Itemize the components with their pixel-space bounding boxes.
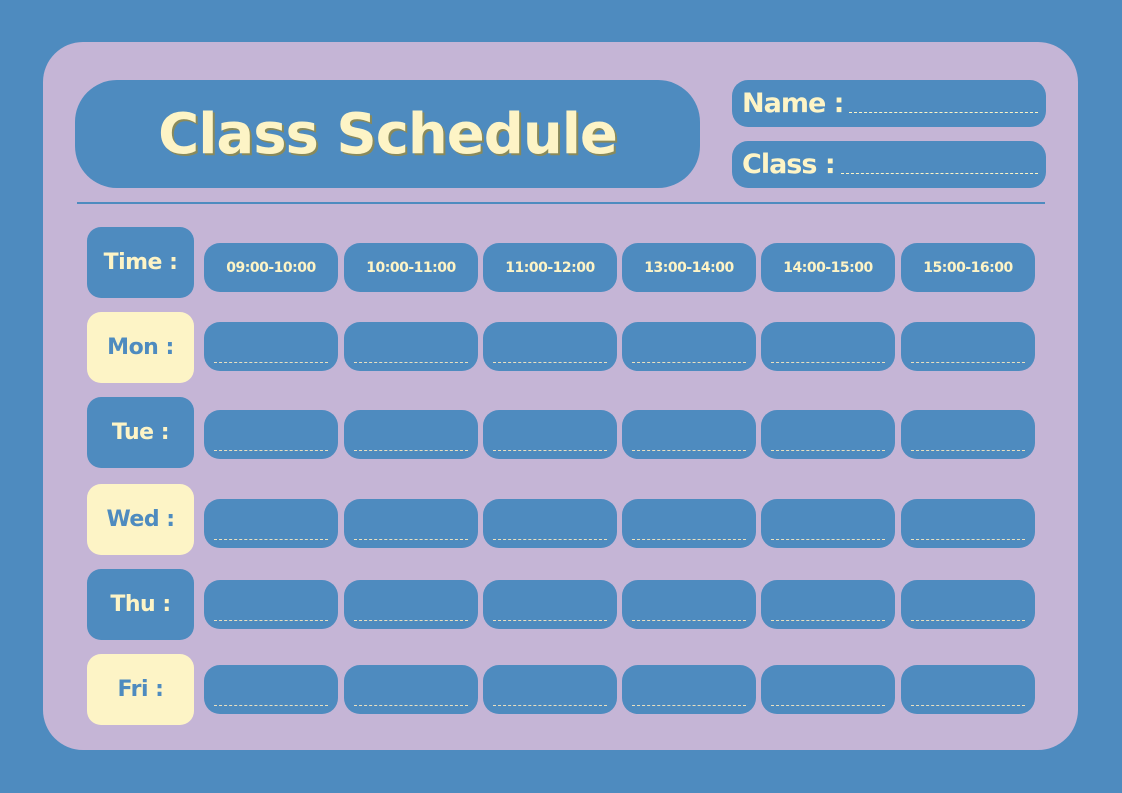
schedule-cell[interactable] bbox=[204, 665, 338, 714]
name-label: Name : bbox=[742, 88, 844, 119]
day-label: Mon : bbox=[87, 312, 194, 383]
schedule-cell[interactable] bbox=[483, 322, 617, 371]
cell-blank-line bbox=[214, 705, 328, 706]
day-label: Fri : bbox=[87, 654, 194, 725]
cell-blank-line bbox=[911, 362, 1025, 363]
cell-blank-line bbox=[214, 539, 328, 540]
divider bbox=[77, 202, 1045, 204]
cell-blank-line bbox=[771, 539, 885, 540]
schedule-cell[interactable] bbox=[483, 580, 617, 629]
cell-blank-line bbox=[493, 362, 607, 363]
cell-blank-line bbox=[911, 620, 1025, 621]
schedule-cell[interactable] bbox=[901, 580, 1035, 629]
time-slot-header: 10:00-11:00 bbox=[344, 243, 478, 292]
cell-blank-line bbox=[632, 620, 746, 621]
cell-blank-line bbox=[771, 705, 885, 706]
cell-blank-line bbox=[632, 705, 746, 706]
class-field[interactable]: Class : bbox=[732, 141, 1046, 188]
schedule-cell[interactable] bbox=[344, 322, 478, 371]
schedule-cell[interactable] bbox=[761, 410, 895, 459]
time-slot-header: 15:00-16:00 bbox=[901, 243, 1035, 292]
schedule-cell[interactable] bbox=[761, 322, 895, 371]
cell-blank-line bbox=[354, 450, 468, 451]
name-field[interactable]: Name : bbox=[732, 80, 1046, 127]
cell-blank-line bbox=[214, 362, 328, 363]
cell-blank-line bbox=[354, 620, 468, 621]
cell-blank-line bbox=[354, 362, 468, 363]
class-blank-line bbox=[840, 173, 1038, 174]
day-label: Thu : bbox=[87, 569, 194, 640]
cell-blank-line bbox=[214, 620, 328, 621]
time-header-label: Time : bbox=[87, 227, 194, 298]
cell-blank-line bbox=[771, 620, 885, 621]
time-slot-header: 09:00-10:00 bbox=[204, 243, 338, 292]
cell-blank-line bbox=[493, 450, 607, 451]
schedule-cell[interactable] bbox=[204, 322, 338, 371]
cell-blank-line bbox=[632, 362, 746, 363]
class-label: Class : bbox=[742, 149, 836, 180]
schedule-cell[interactable] bbox=[761, 580, 895, 629]
cell-blank-line bbox=[911, 705, 1025, 706]
schedule-cell[interactable] bbox=[344, 580, 478, 629]
schedule-cell[interactable] bbox=[204, 499, 338, 548]
cell-blank-line bbox=[493, 705, 607, 706]
schedule-cell[interactable] bbox=[483, 665, 617, 714]
schedule-cell[interactable] bbox=[483, 410, 617, 459]
time-slot-header: 11:00-12:00 bbox=[483, 243, 617, 292]
cell-blank-line bbox=[354, 539, 468, 540]
schedule-cell[interactable] bbox=[901, 410, 1035, 459]
day-label: Tue : bbox=[87, 397, 194, 468]
cell-blank-line bbox=[771, 450, 885, 451]
name-blank-line bbox=[849, 112, 1038, 113]
cell-blank-line bbox=[911, 450, 1025, 451]
cell-blank-line bbox=[354, 705, 468, 706]
cell-blank-line bbox=[911, 539, 1025, 540]
cell-blank-line bbox=[493, 539, 607, 540]
schedule-cell[interactable] bbox=[901, 499, 1035, 548]
title-banner: Class Schedule bbox=[75, 80, 700, 188]
cell-blank-line bbox=[214, 450, 328, 451]
schedule-cell[interactable] bbox=[483, 499, 617, 548]
schedule-cell[interactable] bbox=[901, 322, 1035, 371]
cell-blank-line bbox=[632, 450, 746, 451]
time-slot-header: 13:00-14:00 bbox=[622, 243, 756, 292]
schedule-cell[interactable] bbox=[901, 665, 1035, 714]
schedule-cell[interactable] bbox=[622, 665, 756, 714]
schedule-cell[interactable] bbox=[622, 580, 756, 629]
schedule-cell[interactable] bbox=[761, 499, 895, 548]
cell-blank-line bbox=[632, 539, 746, 540]
schedule-cell[interactable] bbox=[622, 499, 756, 548]
cell-blank-line bbox=[771, 362, 885, 363]
schedule-cell[interactable] bbox=[761, 665, 895, 714]
schedule-cell[interactable] bbox=[344, 499, 478, 548]
schedule-cell[interactable] bbox=[204, 580, 338, 629]
page-title: Class Schedule bbox=[158, 101, 618, 167]
day-label: Wed : bbox=[87, 484, 194, 555]
schedule-cell[interactable] bbox=[344, 410, 478, 459]
schedule-cell[interactable] bbox=[344, 665, 478, 714]
schedule-cell[interactable] bbox=[622, 322, 756, 371]
cell-blank-line bbox=[493, 620, 607, 621]
schedule-cell[interactable] bbox=[622, 410, 756, 459]
time-slot-header: 14:00-15:00 bbox=[761, 243, 895, 292]
schedule-cell[interactable] bbox=[204, 410, 338, 459]
